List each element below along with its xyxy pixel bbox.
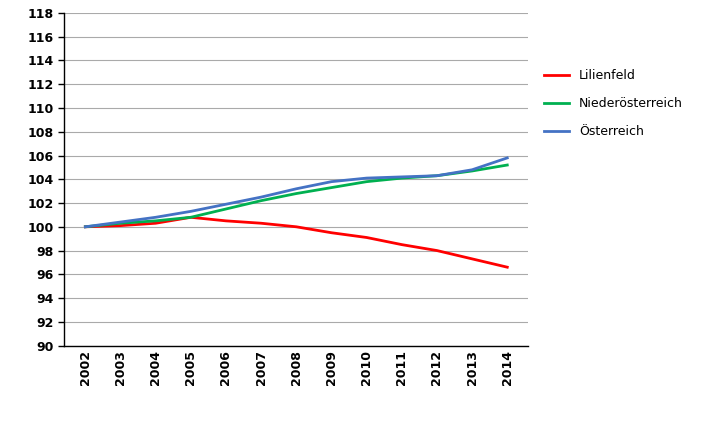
- Österreich: [398, 174, 406, 179]
- Niederösterreich: [362, 179, 371, 184]
- Niederösterreich: [327, 185, 336, 190]
- Lilienfeld: [81, 224, 90, 229]
- Line: Niederösterreich: Niederösterreich: [86, 165, 507, 227]
- Line: Lilienfeld: Lilienfeld: [86, 217, 507, 267]
- Lilienfeld: [116, 223, 125, 228]
- Österreich: [433, 173, 441, 178]
- Lilienfeld: [151, 221, 160, 226]
- Niederösterreich: [503, 162, 511, 168]
- Niederösterreich: [398, 175, 406, 181]
- Österreich: [186, 209, 195, 214]
- Niederösterreich: [468, 168, 476, 174]
- Österreich: [292, 186, 301, 191]
- Lilienfeld: [398, 242, 406, 247]
- Lilienfeld: [292, 224, 301, 229]
- Niederösterreich: [433, 173, 441, 178]
- Line: Österreich: Österreich: [86, 158, 507, 227]
- Österreich: [327, 179, 336, 184]
- Österreich: [81, 224, 90, 229]
- Legend: Lilienfeld, Niederösterreich, Österreich: Lilienfeld, Niederösterreich, Österreich: [544, 69, 683, 138]
- Lilienfeld: [327, 230, 336, 235]
- Niederösterreich: [186, 215, 195, 220]
- Lilienfeld: [257, 221, 266, 226]
- Lilienfeld: [186, 215, 195, 220]
- Österreich: [151, 215, 160, 220]
- Lilienfeld: [503, 264, 511, 270]
- Österreich: [503, 156, 511, 161]
- Lilienfeld: [468, 256, 476, 261]
- Österreich: [468, 167, 476, 172]
- Niederösterreich: [292, 191, 301, 196]
- Niederösterreich: [257, 198, 266, 203]
- Niederösterreich: [151, 218, 160, 223]
- Niederösterreich: [116, 221, 125, 226]
- Lilienfeld: [433, 248, 441, 253]
- Österreich: [362, 175, 371, 181]
- Niederösterreich: [222, 206, 231, 212]
- Lilienfeld: [362, 235, 371, 240]
- Lilienfeld: [222, 218, 231, 223]
- Niederösterreich: [81, 224, 90, 229]
- Österreich: [257, 194, 266, 200]
- Österreich: [116, 219, 125, 225]
- Österreich: [222, 202, 231, 207]
